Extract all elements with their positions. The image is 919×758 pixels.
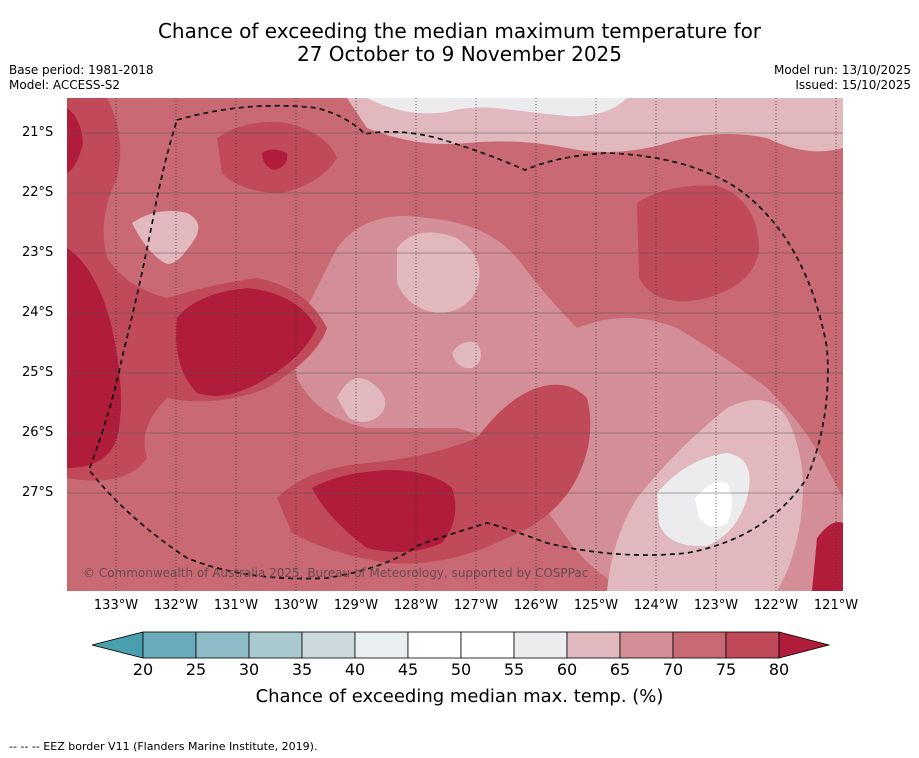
colorbar-tick: 60 xyxy=(556,660,578,679)
colorbar-under-arrow xyxy=(91,631,144,659)
colorbar-label: Chance of exceeding median max. temp. (%… xyxy=(255,686,664,707)
lon-label: 130°W xyxy=(273,598,319,613)
lon-label: 131°W xyxy=(213,598,259,613)
eez-border xyxy=(88,104,829,580)
zone-45-55-north xyxy=(367,98,627,117)
zone-55-60-north xyxy=(347,98,843,152)
colorbar-tick: 25 xyxy=(185,660,207,679)
model-run-text: Model run: 13/10/2025 xyxy=(773,63,911,77)
issued-text: Issued: 15/10/2025 xyxy=(795,78,911,92)
eez-legend-note: -- -- -- EEZ border V11 (Flanders Marine… xyxy=(9,740,318,753)
colorbar-tick: 55 xyxy=(503,660,525,679)
lon-label: 123°W xyxy=(693,598,739,613)
zone-55-60-centre xyxy=(397,232,480,313)
longitude-gridlines xyxy=(115,98,837,591)
lat-label: 22°S xyxy=(22,185,54,200)
zone-75-80-south-east-edge xyxy=(812,522,843,591)
copyright-credit: © Commonwealth of Australia 2025, Bureau… xyxy=(83,566,589,580)
colorbar-segment xyxy=(513,631,568,659)
colorbar-segment xyxy=(354,631,409,659)
lat-label: 25°S xyxy=(22,365,54,380)
colorbar-segments xyxy=(91,631,831,659)
colorbar-tick: 80 xyxy=(768,660,790,679)
zone-75-80-north-west xyxy=(67,108,83,173)
colorbar-tick: 35 xyxy=(291,660,313,679)
colorbar xyxy=(91,631,831,659)
lon-label: 121°W xyxy=(813,598,859,613)
lat-label: 27°S xyxy=(22,485,54,500)
metadata-left: Base period: 1981-2018 Model: ACCESS-S2 xyxy=(9,63,154,93)
zone-white-centre xyxy=(452,341,481,369)
colorbar-tick: 65 xyxy=(609,660,631,679)
zone-55-60-west xyxy=(337,378,386,422)
metadata-right: Model run: 13/10/2025 Issued: 15/10/2025 xyxy=(774,63,911,93)
model-text: Model: ACCESS-S2 xyxy=(9,78,121,92)
colorbar-tick: 70 xyxy=(662,660,684,679)
latitude-gridlines xyxy=(67,132,843,494)
map-title-line-2: 27 October to 9 November 2025 xyxy=(296,42,623,66)
colorbar-segment xyxy=(195,631,250,659)
lon-label: 127°W xyxy=(453,598,499,613)
lon-label: 122°W xyxy=(753,598,799,613)
lon-label: 133°W xyxy=(93,598,139,613)
lon-label: 129°W xyxy=(333,598,379,613)
colorbar-tick: 50 xyxy=(450,660,472,679)
lat-label: 23°S xyxy=(22,245,54,260)
zone-75-80-west-core xyxy=(176,288,317,396)
lon-label: 124°W xyxy=(633,598,679,613)
lat-label: 24°S xyxy=(22,305,54,320)
probability-map xyxy=(67,98,843,591)
colorbar-over-arrow xyxy=(778,631,831,659)
probability-contours xyxy=(67,98,843,591)
lon-label: 125°W xyxy=(573,598,619,613)
colorbar-segment xyxy=(672,631,727,659)
zone-70-75-west xyxy=(67,98,327,481)
lat-label: 21°S xyxy=(22,125,54,140)
colorbar-segment xyxy=(725,631,780,659)
colorbar-tick: 75 xyxy=(715,660,737,679)
zone-75-80-south-core xyxy=(312,470,456,552)
map-title-line-1: Chance of exceeding the median maximum t… xyxy=(157,19,762,43)
zone-70-75-east xyxy=(637,185,759,302)
colorbar-tick: 45 xyxy=(397,660,419,679)
colorbar-segment xyxy=(619,631,674,659)
lon-label: 126°W xyxy=(513,598,559,613)
colorbar-tick: 20 xyxy=(132,660,154,679)
colorbar-segment xyxy=(566,631,621,659)
colorbar-segment xyxy=(248,631,303,659)
lon-label: 132°W xyxy=(153,598,199,613)
colorbar-tick: 40 xyxy=(344,660,366,679)
colorbar-segment xyxy=(407,631,462,659)
colorbar-segment xyxy=(460,631,515,659)
lon-label: 128°W xyxy=(393,598,439,613)
colorbar-tick: 30 xyxy=(238,660,260,679)
zone-55-60-north-west xyxy=(132,210,199,264)
base-period-text: Base period: 1981-2018 xyxy=(9,63,154,77)
colorbar-segment xyxy=(142,631,197,659)
zone-75-80-small-north xyxy=(262,149,288,170)
colorbar-segment xyxy=(301,631,356,659)
lat-label: 26°S xyxy=(22,425,54,440)
